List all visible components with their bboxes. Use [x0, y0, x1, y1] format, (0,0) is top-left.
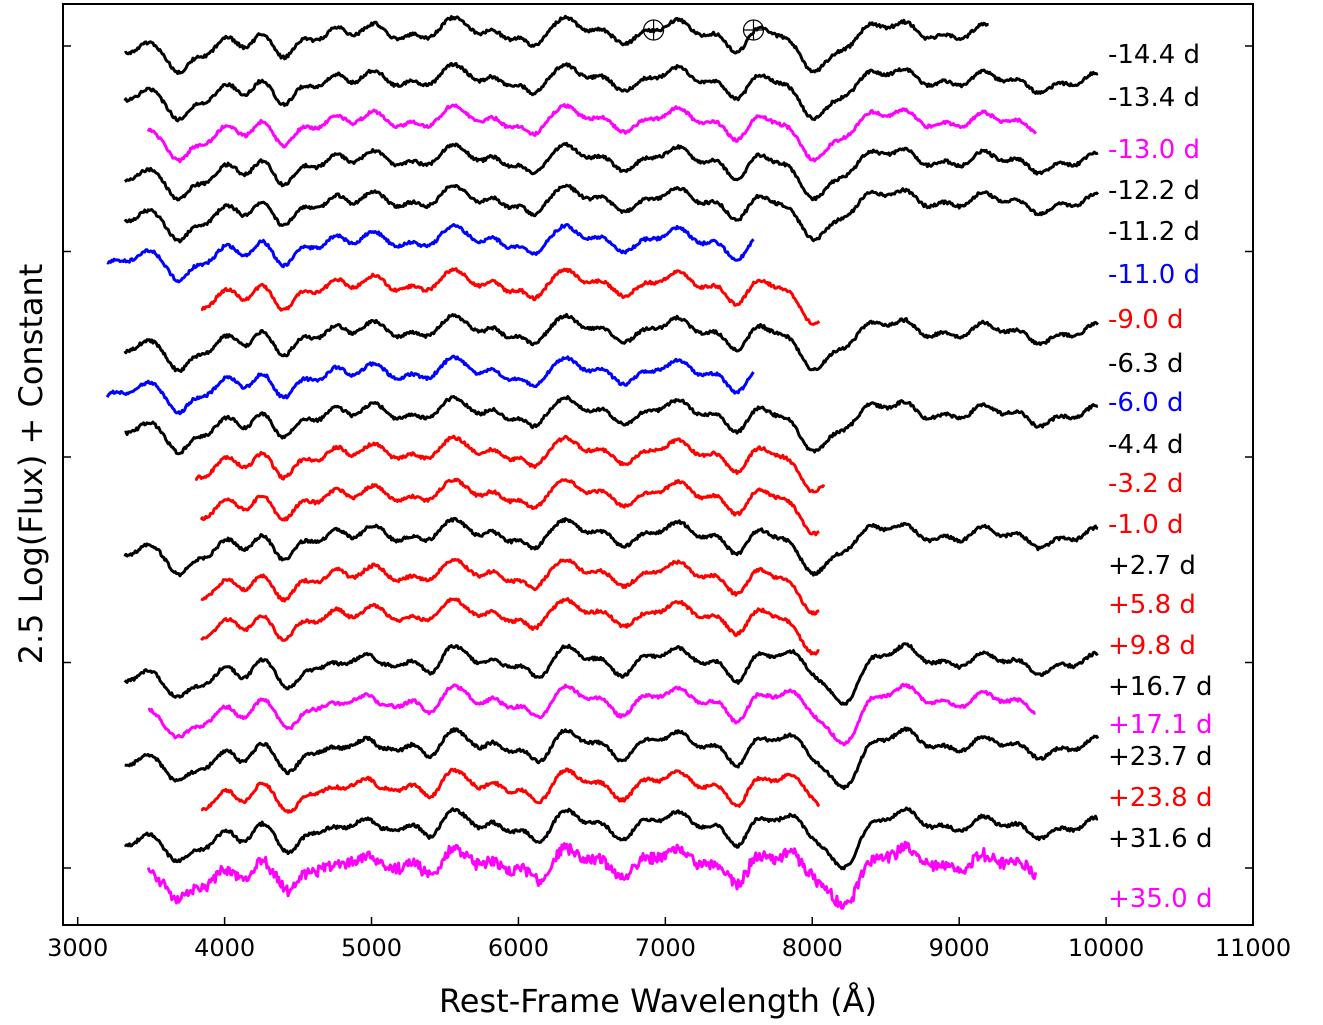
spectrum-line — [146, 840, 1038, 910]
epoch-label: +9.8 d — [1108, 631, 1196, 661]
spectrum-line — [199, 477, 820, 537]
spectrum-line — [123, 313, 1099, 373]
epoch-labels: -14.4 d -13.4 d -13.0 d -12.2 d -11.2 d -11.0… — [1108, 40, 1212, 914]
epoch-label: -14.4 d — [1108, 40, 1200, 70]
epoch-label: +23.8 d — [1108, 783, 1212, 813]
epoch-label: +35.0 d — [1108, 884, 1212, 914]
spectrum-line — [124, 726, 1100, 791]
spectrum-line — [147, 682, 1036, 747]
telluric-markers — [642, 19, 765, 41]
epoch-label: -11.2 d — [1108, 217, 1200, 247]
plot-frame — [62, 3, 1254, 926]
x-tick-label: 5000 — [341, 934, 402, 962]
epoch-label: -6.3 d — [1108, 349, 1184, 379]
x-tick-label: 6000 — [488, 934, 549, 962]
epoch-label: -12.2 d — [1108, 176, 1200, 206]
x-tick-label: 11000 — [1215, 934, 1291, 962]
spectrum-line — [200, 557, 820, 616]
y-axis-title: 2.5 Log(Flux) + Constant — [12, 264, 50, 665]
spectrum-line — [106, 223, 755, 284]
spectrum-line — [123, 183, 1100, 244]
epoch-label: -11.0 d — [1108, 260, 1200, 290]
spectrum-line — [194, 434, 826, 494]
epoch-label: -3.2 d — [1108, 469, 1184, 499]
epoch-label: -4.4 d — [1108, 430, 1184, 460]
epoch-label: +17.1 d — [1108, 710, 1212, 740]
x-tick-label: 10000 — [1068, 934, 1144, 962]
epoch-label: +31.6 d — [1108, 824, 1212, 854]
epoch-label: -13.0 d — [1108, 135, 1200, 165]
epoch-label: +5.8 d — [1108, 590, 1196, 620]
epoch-label: +2.7 d — [1108, 551, 1196, 581]
spectrum-line — [123, 806, 1099, 871]
spectrum-line — [124, 395, 1099, 456]
epoch-label: -6.0 d — [1108, 388, 1184, 418]
epoch-label: +16.7 d — [1108, 672, 1212, 702]
epoch-label: +23.7 d — [1108, 742, 1212, 772]
x-axis-ticks: 3000 4000 5000 6000 7000 8000 9000 10000 11000 — [47, 917, 1291, 962]
spectrum-line — [200, 597, 820, 656]
spectrum-line — [124, 141, 1099, 202]
spectrum-line — [105, 354, 755, 416]
spectrum-line — [200, 767, 821, 814]
x-tick-label: 9000 — [929, 934, 990, 962]
x-tick-label: 7000 — [635, 934, 696, 962]
epoch-label: -1.0 d — [1108, 510, 1184, 540]
spectrum-line — [123, 516, 1099, 578]
x-axis-title: Rest-Frame Wavelength (Å) — [439, 982, 877, 1020]
spectrum-line — [123, 642, 1099, 706]
spectra-group — [105, 14, 1100, 910]
spectrum-line — [124, 14, 989, 75]
spectrum-line — [123, 61, 1099, 123]
x-tick-label: 8000 — [782, 934, 843, 962]
spectrum-line — [200, 267, 821, 326]
epoch-label: -9.0 d — [1108, 305, 1184, 335]
y-axis-ticks — [63, 45, 1253, 869]
x-tick-label: 4000 — [194, 934, 255, 962]
spectrum-line — [146, 103, 1037, 164]
x-tick-label: 3000 — [47, 934, 108, 962]
epoch-label: -13.4 d — [1108, 83, 1200, 113]
